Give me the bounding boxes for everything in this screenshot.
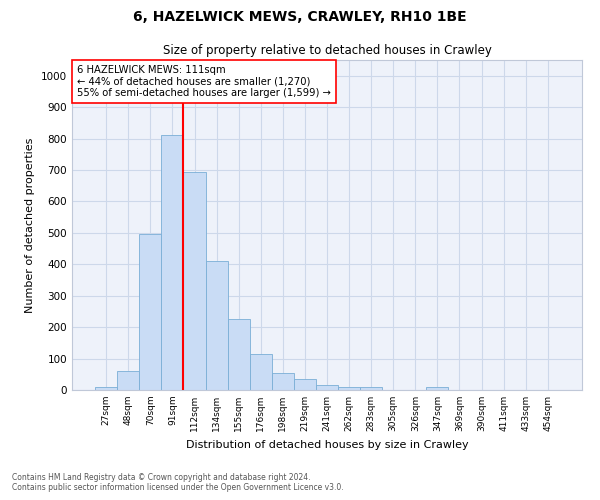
Bar (184, 172, 206, 390)
Bar (316, 386, 338, 390)
Bar (250, 354, 272, 390)
Bar (227, 320, 250, 390)
Bar (161, 136, 184, 390)
Text: 6 HAZELWICK MEWS: 111sqm
← 44% of detached houses are smaller (1,270)
55% of sem: 6 HAZELWICK MEWS: 111sqm ← 44% of detach… (77, 65, 331, 98)
Bar (95, 388, 117, 390)
Bar (294, 379, 316, 390)
Bar (117, 371, 139, 390)
Y-axis label: Number of detached properties: Number of detached properties (25, 138, 35, 312)
Text: Contains HM Land Registry data © Crown copyright and database right 2024.
Contai: Contains HM Land Registry data © Crown c… (12, 473, 344, 492)
Bar (360, 387, 382, 390)
Text: 6, HAZELWICK MEWS, CRAWLEY, RH10 1BE: 6, HAZELWICK MEWS, CRAWLEY, RH10 1BE (133, 10, 467, 24)
Bar (272, 374, 294, 390)
Bar (139, 234, 161, 390)
Title: Size of property relative to detached houses in Crawley: Size of property relative to detached ho… (163, 44, 491, 58)
Bar (206, 261, 227, 390)
X-axis label: Distribution of detached houses by size in Crawley: Distribution of detached houses by size … (185, 440, 469, 450)
Bar (427, 388, 448, 390)
Bar (338, 386, 360, 390)
